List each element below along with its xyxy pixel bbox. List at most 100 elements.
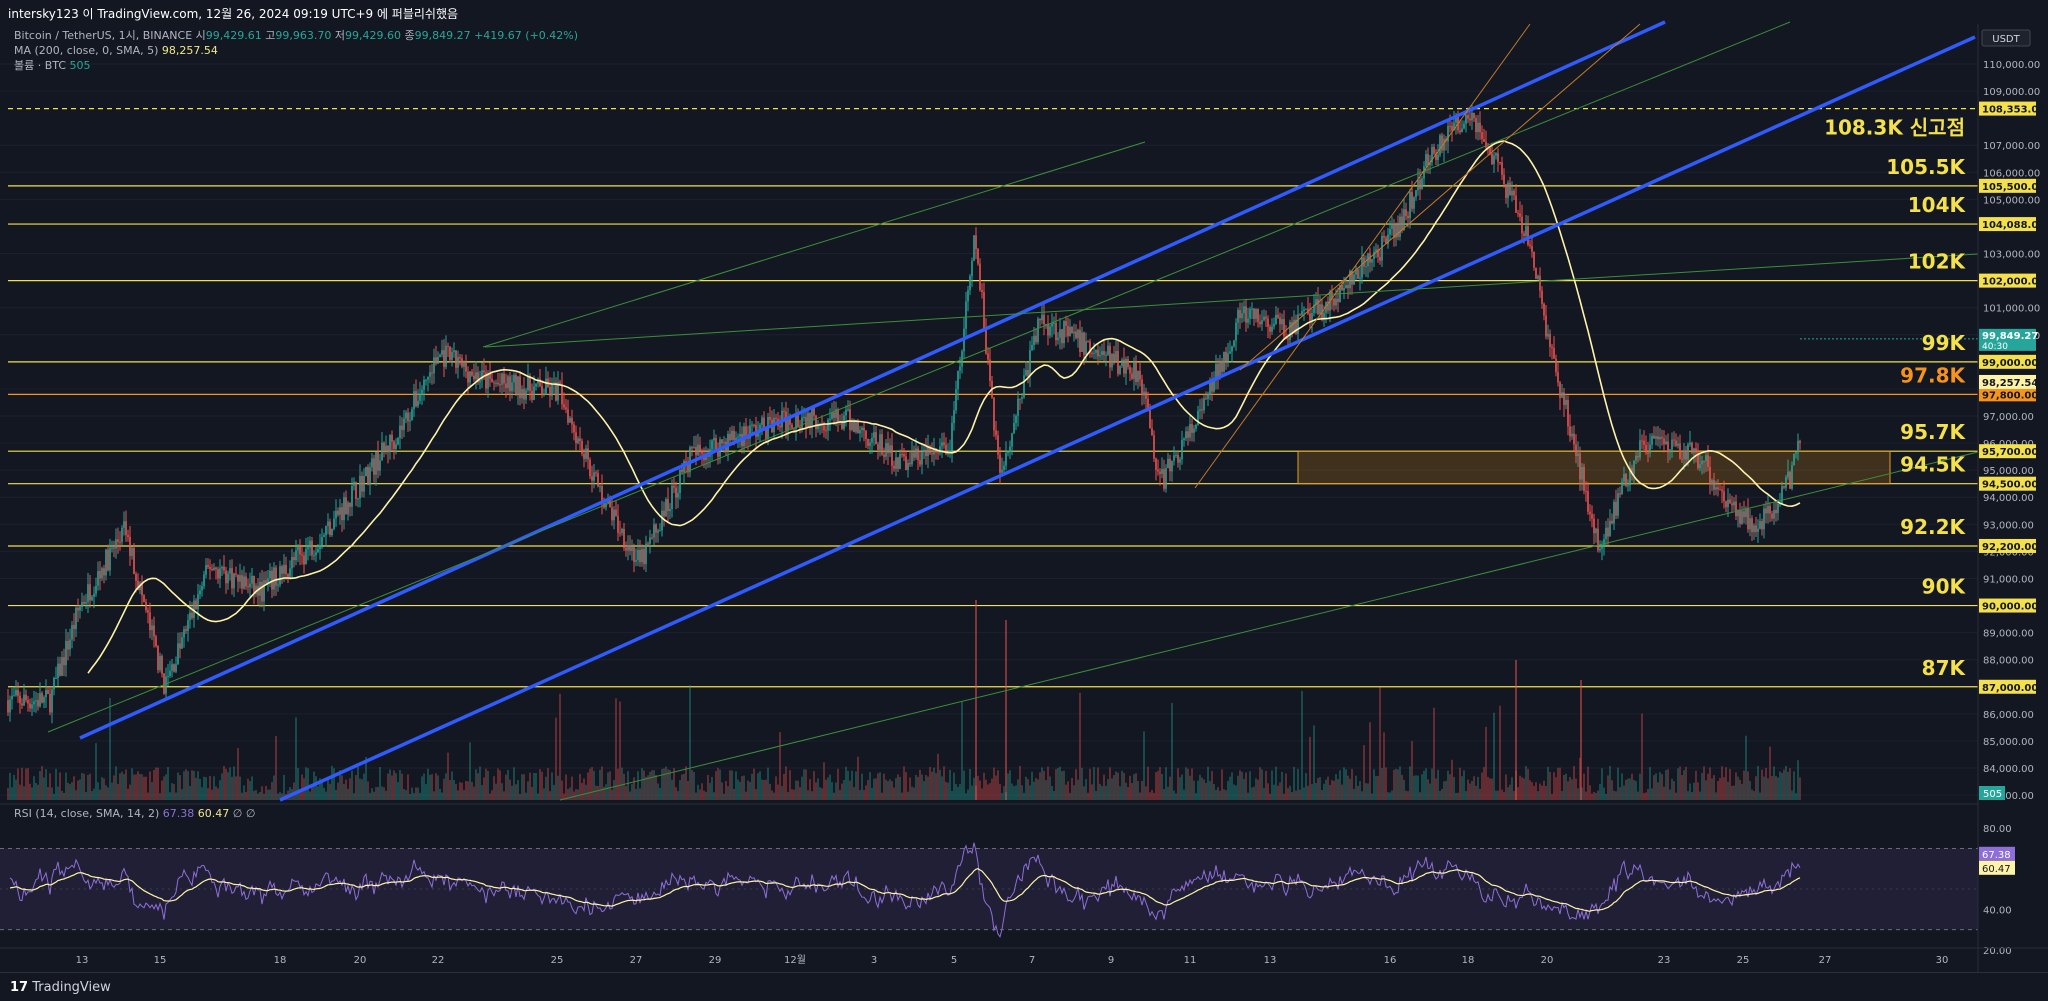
candle-body <box>1241 313 1243 319</box>
candle-body <box>345 497 347 515</box>
volume-bar <box>1657 782 1659 800</box>
volume-bar <box>173 784 175 800</box>
candle-body <box>91 596 93 601</box>
volume-bar <box>1089 768 1091 800</box>
candle-body <box>319 545 321 549</box>
candle-body <box>1259 321 1261 325</box>
candle-body <box>631 547 633 551</box>
volume-spike <box>1005 620 1007 800</box>
volume-bar <box>1119 786 1121 800</box>
candle-body <box>247 586 249 588</box>
volume-bar <box>687 781 689 800</box>
volume-bar <box>1289 785 1291 800</box>
volume-bar <box>1483 767 1485 800</box>
tradingview-logo[interactable]: 𝟭𝟳 TradingView <box>10 980 111 995</box>
candle-body <box>1375 249 1377 252</box>
candle-body <box>1691 442 1693 453</box>
volume-bar <box>1645 792 1647 800</box>
volume-bar <box>1381 768 1383 800</box>
volume-bar <box>593 770 595 800</box>
candle-body <box>1129 367 1131 374</box>
volume-bar <box>1319 777 1321 800</box>
volume-bar <box>587 772 589 800</box>
volume-bar <box>1717 780 1719 800</box>
time-tick: 30 <box>1936 955 1949 966</box>
volume-bar <box>967 789 969 800</box>
candle-body <box>463 361 465 367</box>
volume-bar <box>21 767 23 800</box>
candle-body <box>1735 501 1737 517</box>
candle-body <box>645 543 647 565</box>
candle-body <box>877 444 879 450</box>
candle-body <box>1371 259 1373 263</box>
volume-bar <box>363 773 365 800</box>
candle-body <box>1385 237 1387 244</box>
volume-bar <box>443 778 445 800</box>
candle-body <box>65 640 67 666</box>
candle-body <box>1215 363 1217 381</box>
candle-body <box>831 412 833 419</box>
volume-bar <box>813 771 815 800</box>
candle-body <box>187 620 189 631</box>
candle-body <box>429 372 431 377</box>
volume-bar <box>1347 775 1349 800</box>
candle-body <box>517 376 519 395</box>
candle-body <box>479 380 481 383</box>
volume-bar <box>973 777 975 800</box>
volume-bar <box>1111 778 1113 800</box>
volume-bar <box>1047 766 1049 800</box>
candle-body <box>129 536 131 556</box>
candle-body <box>1189 424 1191 438</box>
volume-bar <box>91 790 93 800</box>
candle-body <box>1625 473 1627 486</box>
candle-body <box>1791 465 1793 489</box>
candle-body <box>251 575 253 584</box>
volume-bar <box>559 693 561 800</box>
volume-bar <box>1369 722 1371 800</box>
volume-bar <box>733 788 735 800</box>
volume-bar <box>1073 785 1075 800</box>
candle-body <box>205 565 207 575</box>
candle-body <box>405 412 407 419</box>
volume-bar <box>741 776 743 800</box>
candle-body <box>605 503 607 508</box>
volume-bar <box>1557 767 1559 800</box>
candle-body <box>1409 191 1411 219</box>
candle-body <box>679 469 681 493</box>
candle-body <box>37 700 39 707</box>
volume-bar <box>1435 778 1437 800</box>
candle-body <box>1765 508 1767 514</box>
volume-bar <box>439 788 441 800</box>
candle-body <box>193 600 195 618</box>
candle-body <box>1341 285 1343 291</box>
time-tick: 12월 <box>784 954 806 966</box>
trend-line <box>47 21 1791 733</box>
candle-body <box>1611 520 1613 524</box>
candle-body <box>1261 320 1263 325</box>
candle-body <box>715 438 717 450</box>
volume-bar <box>1327 776 1329 800</box>
candle-body <box>1067 325 1069 337</box>
candle-body <box>499 384 501 386</box>
candle-body <box>1707 455 1709 467</box>
candle-body <box>507 376 509 389</box>
candle-body <box>1653 435 1655 439</box>
candle-body <box>1223 352 1225 372</box>
volume-bar <box>1745 735 1747 800</box>
volume-bar <box>695 792 697 800</box>
volume-bar <box>227 772 229 800</box>
volume-bar <box>213 776 215 800</box>
candle-body <box>441 350 443 355</box>
volume-bar <box>703 790 705 800</box>
volume-bar <box>717 767 719 800</box>
volume-bar <box>133 774 135 800</box>
candle-body <box>1077 329 1079 339</box>
volume-bar <box>633 777 635 800</box>
volume-bar <box>649 771 651 800</box>
volume-bar <box>519 793 521 800</box>
volume-bar <box>1769 746 1771 800</box>
candle-body <box>847 409 849 411</box>
volume-bar <box>645 776 647 800</box>
candle-body <box>263 580 265 602</box>
